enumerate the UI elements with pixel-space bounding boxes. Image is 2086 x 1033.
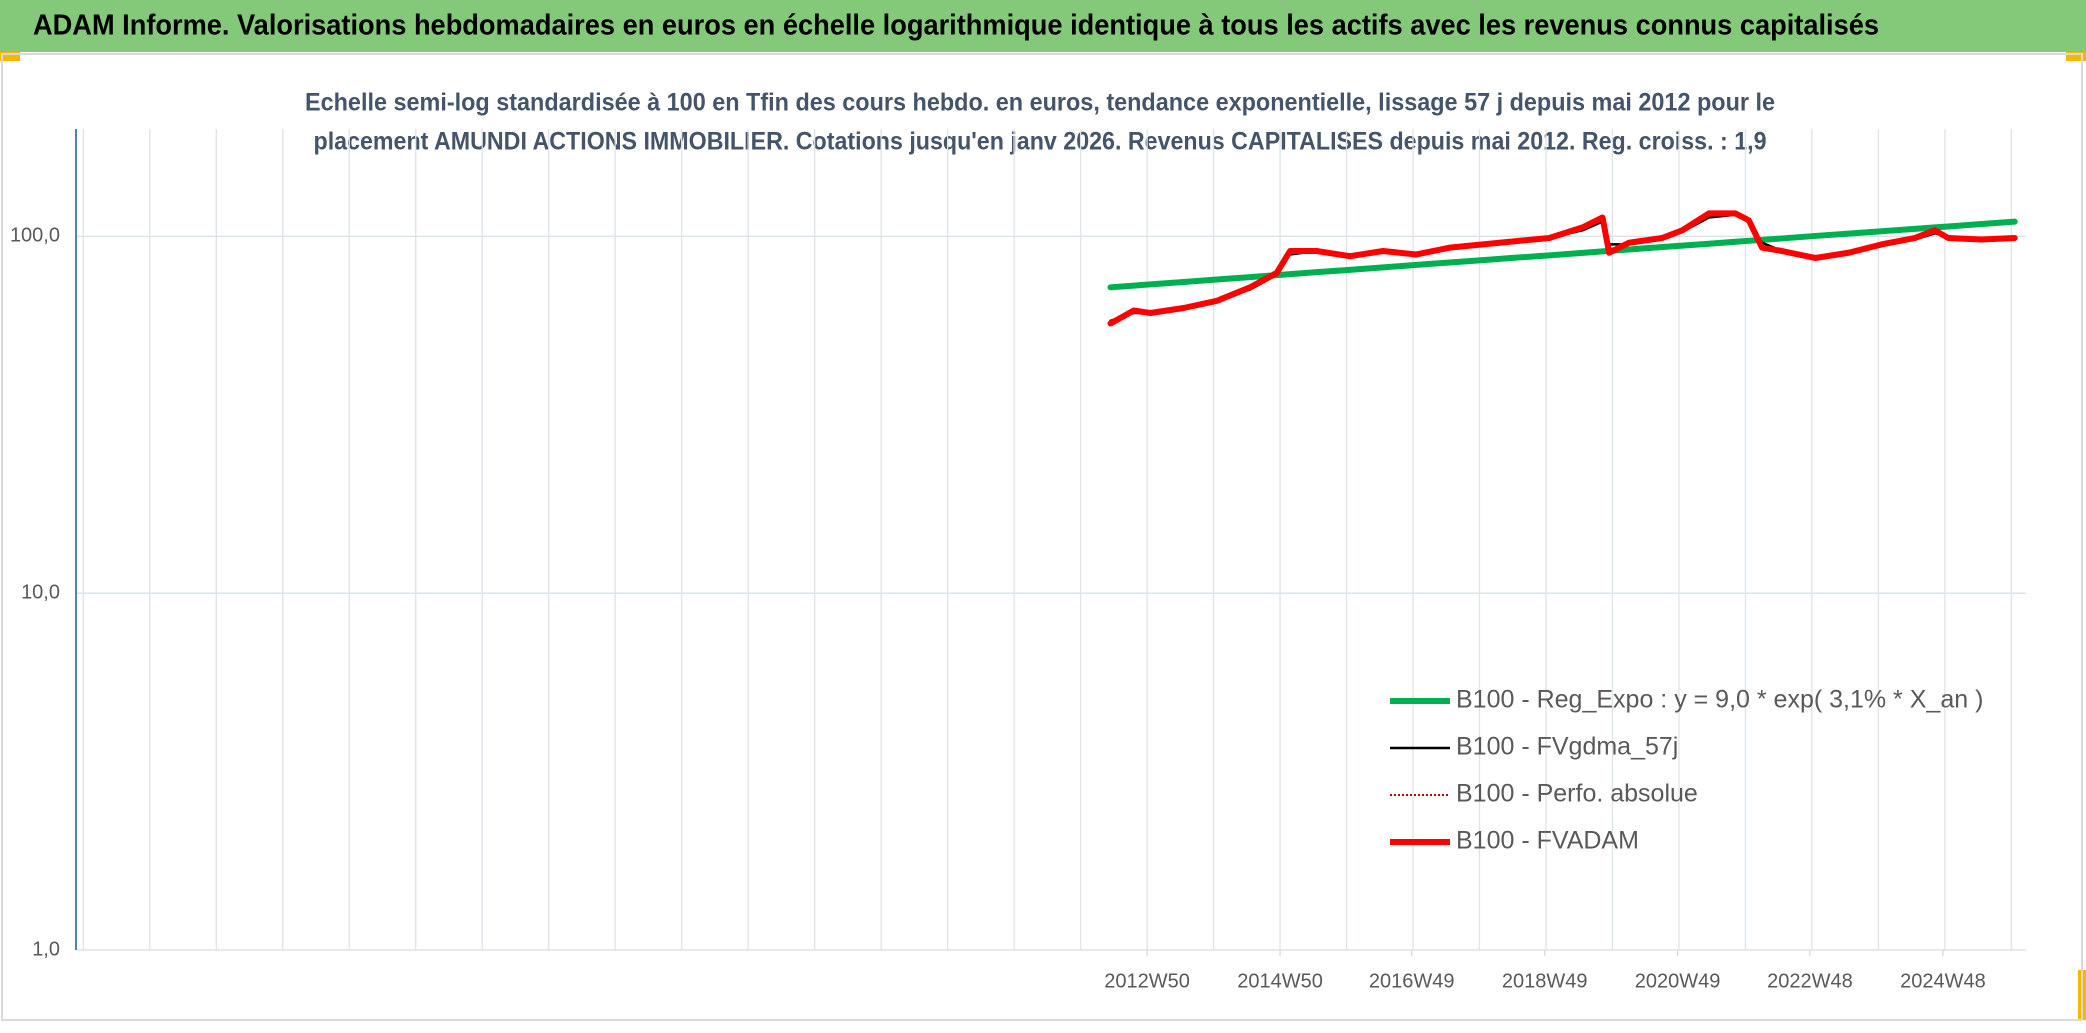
y-tick-label: 10,0 xyxy=(21,581,60,603)
chart-title: placement AMUNDI ACTIONS IMMOBILIER. Cot… xyxy=(314,128,1767,156)
x-tick-label: 2014W50 xyxy=(1237,970,1323,992)
y-tick-label: 1,0 xyxy=(32,938,60,960)
header-bar xyxy=(0,0,2086,52)
header-title: ADAM Informe. Valorisations hebdomadaire… xyxy=(33,10,1879,42)
legend-label: B100 - FVgdma_57j xyxy=(1456,733,1678,761)
chart-frame xyxy=(1,53,2083,1021)
x-tick-label: 2020W49 xyxy=(1635,970,1721,992)
y-tick-label: 100,0 xyxy=(10,225,60,247)
x-tick-label: 2016W49 xyxy=(1369,970,1455,992)
corner-mark xyxy=(2066,52,2086,61)
x-tick-label: 2024W48 xyxy=(1900,970,1986,992)
legend-label: B100 - FVADAM xyxy=(1456,827,1639,855)
legend-label: B100 - Perfo. absolue xyxy=(1456,780,1698,808)
x-tick-label: 2018W49 xyxy=(1502,970,1588,992)
chart-title: Echelle semi-log standardisée à 100 en T… xyxy=(305,89,1775,117)
x-tick-label: 2022W48 xyxy=(1767,970,1853,992)
series-line xyxy=(1107,210,2018,327)
legend-label: B100 - Reg_Expo : y = 9,0 * exp( 3,1% * … xyxy=(1456,686,1983,714)
x-tick-label: 2012W50 xyxy=(1104,970,1190,992)
corner-mark xyxy=(0,52,20,61)
